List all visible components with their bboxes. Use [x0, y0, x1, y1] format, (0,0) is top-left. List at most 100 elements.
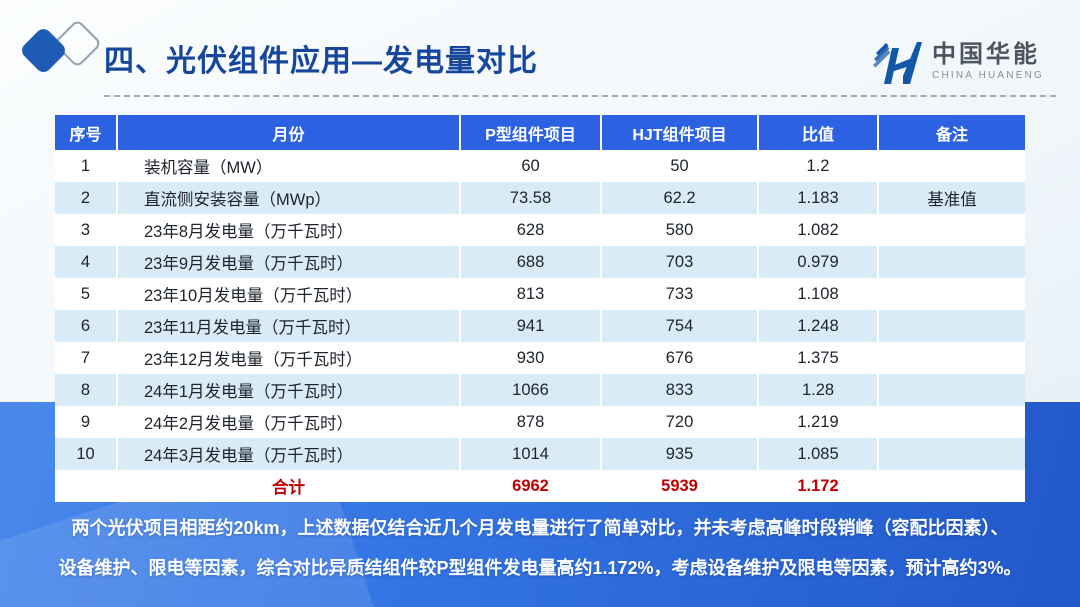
table-body: 1 装机容量（MW） 60 50 1.2 2 直流侧安装容量（MWp） 73.58 62.2 1.…: [55, 150, 1025, 502]
table-cell: 1.108: [757, 278, 878, 310]
footer-note-line1: 两个光伏项目相距约20km，上述数据仅结合近几个月发电量进行了简单对比，并未考虑…: [71, 518, 1009, 538]
table-cell: 580: [600, 214, 758, 246]
table-cell: 754: [600, 310, 758, 342]
table-cell: 733: [600, 278, 758, 310]
table-cell: [877, 374, 1025, 406]
table-cell: 1.375: [757, 342, 878, 374]
table-cell: 0.979: [757, 246, 878, 278]
table-cell: [877, 246, 1025, 278]
table-cell: 6962: [459, 470, 601, 502]
huaneng-logo: 中国华能 CHINA HUANENG: [870, 40, 1044, 84]
table-row: 10 24年3月发电量（万千瓦时） 1014 935 1.085: [55, 438, 1025, 470]
table-cell: 62.2: [600, 182, 758, 214]
table-row: 7 23年12月发电量（万千瓦时） 930 676 1.375: [55, 342, 1025, 374]
table-cell: 24年1月发电量（万千瓦时）: [116, 374, 460, 406]
table-cell: [877, 150, 1025, 182]
table-cell: 8: [55, 374, 117, 406]
table-cell: 7: [80, 348, 91, 367]
table-cell: 813: [459, 278, 601, 310]
table-cell: 833: [600, 374, 758, 406]
table-cell: 1.172: [757, 470, 878, 502]
table-row: 8 24年1月发电量（万千瓦时） 1066 833 1.28: [55, 374, 1025, 406]
table-row: 1 装机容量（MW） 60 50 1.2: [55, 150, 1025, 182]
table-cell: 23年11月发电量（万千瓦时）: [116, 310, 460, 342]
table-row: 5 23年10月发电量（万千瓦时） 813 733 1.108: [55, 278, 1025, 310]
table-cell: 装机容量（MW）: [116, 150, 460, 182]
table-cell: [877, 342, 1025, 374]
table-cell: 9: [80, 412, 91, 431]
table-cell: 3: [80, 220, 91, 239]
table-cell: 50: [600, 150, 758, 182]
table-cell: 1.28: [757, 374, 878, 406]
table-cell: 23年9月发电量（万千瓦时）: [116, 246, 460, 278]
footer-note: 两个光伏项目相距约20km，上述数据仅结合近几个月发电量进行了简单对比，并未考虑…: [0, 508, 1080, 588]
comparison-table-wrap: 序号 月份 P型组件项目 HJT组件项目 比值 备注 1 装机容量（MW） 60 50 1.2 2 直…: [55, 115, 1025, 502]
table-cell: 23年10月发电量（万千瓦时）: [116, 278, 460, 310]
comparison-table: 序号 月份 P型组件项目 HJT组件项目 比值 备注 1 装机容量（MW） 60 50 1.2 2 直…: [55, 115, 1025, 502]
table-cell: 基准值: [877, 182, 1025, 214]
table-cell: 60: [459, 150, 601, 182]
table-cell: 935: [600, 438, 758, 470]
table-cell: 23年8月发电量（万千瓦时）: [116, 214, 460, 246]
column-header: 备注: [877, 115, 1025, 150]
logo-english-name: CHINA HUANENG: [932, 70, 1044, 81]
table-cell: 10: [55, 438, 117, 470]
huaneng-logo-icon: [873, 42, 923, 84]
table-cell: 628: [459, 214, 601, 246]
table-cell: 941: [459, 310, 601, 342]
table-cell: 6: [55, 310, 117, 342]
table-cell: 720: [600, 406, 758, 438]
table-cell: [877, 310, 1025, 342]
huaneng-logo-text: 中国华能 CHINA HUANENG: [932, 43, 1044, 81]
table-cell: [877, 406, 1025, 438]
table-row: 4 23年9月发电量（万千瓦时） 688 703 0.979: [55, 246, 1025, 278]
diamond-solid-icon: [18, 25, 69, 76]
table-cell: 1014: [459, 438, 601, 470]
column-header: 月份: [116, 115, 460, 150]
table-cell: 24年2月发电量（万千瓦时）: [116, 406, 460, 438]
table-row: 9 24年2月发电量（万千瓦时） 878 720 1.219: [55, 406, 1025, 438]
table-row: 2 直流侧安装容量（MWp） 73.58 62.2 1.183 基准值: [55, 182, 1025, 214]
table-cell: 930: [459, 342, 601, 374]
table-cell: 1.082: [757, 214, 878, 246]
page-title: 四、光伏组件应用—发电量对比: [104, 45, 538, 78]
column-header: P型组件项目: [459, 115, 601, 150]
table-cell: 1: [80, 156, 91, 175]
table-cell: 703: [600, 246, 758, 278]
table-total-row: 合计 6962 5939 1.172: [55, 470, 1025, 502]
table-cell: [877, 470, 1025, 502]
column-header: 序号: [55, 115, 117, 150]
table-cell: [877, 438, 1025, 470]
table-cell: 4: [55, 246, 117, 278]
table-row: 6 23年11月发电量（万千瓦时） 941 754 1.248: [55, 310, 1025, 342]
table-cell: [877, 214, 1025, 246]
table-cell: 5939: [600, 470, 758, 502]
table-cell: 878: [459, 406, 601, 438]
title-diamond-icon: [18, 18, 108, 96]
table-cell: 23年12月发电量（万千瓦时）: [116, 342, 460, 374]
column-header: 比值: [757, 115, 878, 150]
table-cell: 合计: [116, 470, 460, 502]
table-cell: 直流侧安装容量（MWp）: [116, 182, 460, 214]
table-cell: 2: [55, 182, 117, 214]
table-cell: 1.248: [757, 310, 878, 342]
table-header-row: 序号 月份 P型组件项目 HJT组件项目 比值 备注: [55, 115, 1025, 150]
table-row: 3 23年8月发电量（万千瓦时） 628 580 1.082: [55, 214, 1025, 246]
title-dashed-underline: [104, 95, 1056, 97]
table-cell: 1.2: [757, 150, 878, 182]
table-cell: [55, 470, 117, 502]
footer-note-line2: 设备维护、限电等因素，综合对比异质结组件较P型组件发电量高约1.172%，考虑设…: [58, 558, 1022, 578]
table-cell: [877, 278, 1025, 310]
table-cell: 1066: [459, 374, 601, 406]
table-cell: 1.085: [757, 438, 878, 470]
table-cell: 688: [459, 246, 601, 278]
logo-chinese-name: 中国华能: [932, 41, 1041, 68]
table-cell: 5: [80, 284, 91, 303]
table-cell: 676: [600, 342, 758, 374]
table-cell: 1.219: [757, 406, 878, 438]
column-header: HJT组件项目: [600, 115, 758, 150]
table-cell: 73.58: [459, 182, 601, 214]
table-cell: 24年3月发电量（万千瓦时）: [116, 438, 460, 470]
table-cell: 1.183: [757, 182, 878, 214]
